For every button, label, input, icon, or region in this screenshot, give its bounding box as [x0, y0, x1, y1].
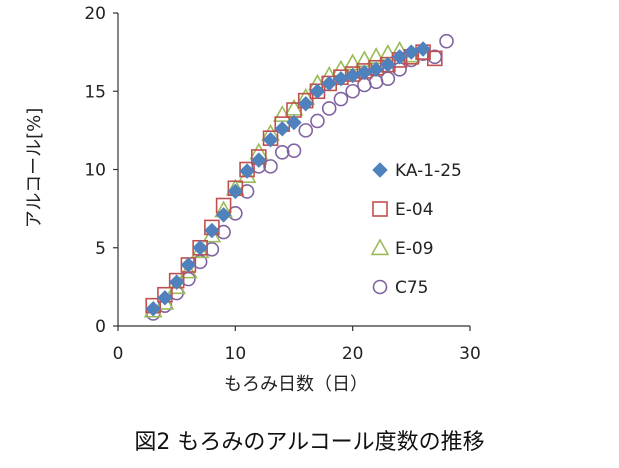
data-point: [391, 49, 408, 65]
data-point: [263, 159, 278, 174]
data-point: [356, 64, 373, 81]
data-point: [403, 44, 420, 60]
figure-caption: 図2 もろみのアルコール度数の推移: [134, 430, 485, 455]
x-tick-label: 10: [225, 344, 247, 364]
data-point: [274, 144, 290, 160]
data-point: [333, 71, 349, 87]
data-point: [286, 114, 302, 131]
legend-marker: [372, 201, 388, 217]
data-point: [192, 240, 208, 256]
data-point: [179, 261, 198, 279]
data-point: [204, 222, 220, 239]
legend-marker: [372, 162, 388, 178]
legend: KA-1-25 E-04 E-09 C75: [370, 161, 462, 298]
data-point: [215, 207, 232, 223]
data-point: [368, 61, 384, 78]
y-axis-title: アルコール[%]: [24, 108, 45, 229]
series-e-09: [143, 40, 421, 318]
x-tick-label: 0: [113, 344, 124, 364]
data-point: [439, 33, 454, 49]
data-point: [286, 143, 302, 159]
data-point: [333, 91, 349, 107]
data-point: [167, 277, 187, 295]
data-point: [321, 75, 337, 92]
legend-label: E-04: [395, 200, 434, 220]
legend-label: C75: [395, 278, 429, 298]
y-tick-label: 5: [95, 239, 106, 259]
data-point: [274, 121, 290, 137]
alcohol-chart: 0 5 10 15 20 0 10 20 30 KA-1-25 E-04 E-09 C75 もろみ日数…: [24, 4, 481, 395]
x-tick-label: 30: [459, 344, 481, 364]
data-point: [272, 105, 292, 122]
data-point: [380, 56, 396, 73]
data-point: [298, 96, 314, 112]
data-point: [415, 41, 431, 57]
data-marks: [143, 33, 454, 321]
legend-label: KA-1-25: [395, 161, 462, 181]
data-point: [345, 83, 360, 99]
data-point: [310, 113, 325, 129]
data-point: [227, 183, 244, 200]
x-axis-title: もろみ日数（日）: [224, 374, 368, 395]
data-point: [321, 101, 337, 116]
data-point: [262, 132, 279, 148]
data-point: [344, 67, 361, 84]
data-point: [298, 123, 314, 138]
data-point: [157, 290, 173, 306]
x-tick-label: 20: [342, 344, 364, 364]
legend-marker: [372, 279, 388, 295]
data-point: [426, 50, 443, 67]
axes: 0 5 10 15 20 0 10 20 30: [84, 4, 480, 364]
y-tick-label: 15: [84, 82, 106, 102]
data-point: [168, 274, 185, 290]
legend-label: E-09: [395, 239, 434, 259]
data-point: [145, 301, 161, 317]
legend-marker: [370, 238, 390, 256]
y-tick-label: 10: [84, 161, 106, 181]
data-point: [239, 163, 255, 179]
y-tick-label: 0: [95, 317, 106, 337]
data-point: [237, 166, 257, 183]
data-point: [180, 257, 197, 273]
data-point: [251, 152, 267, 168]
series-ka-1-25: [145, 41, 431, 317]
y-tick-label: 20: [84, 4, 106, 24]
data-point: [309, 83, 326, 99]
